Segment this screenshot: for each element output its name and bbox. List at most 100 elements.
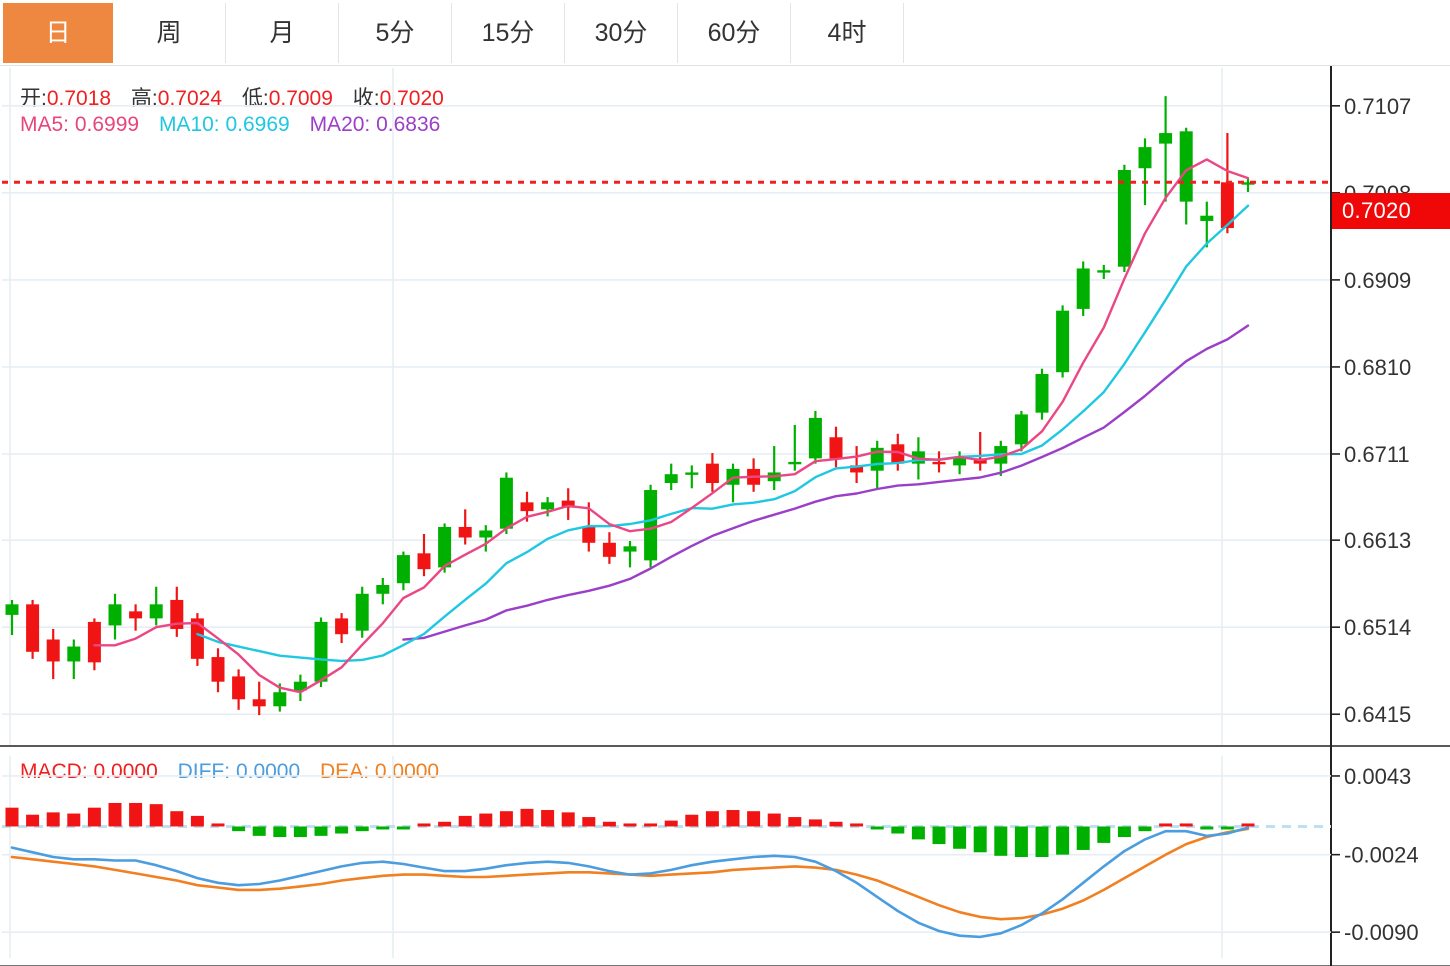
open-value: 0.7018: [46, 87, 112, 110]
macd-histogram-bar: [1179, 823, 1193, 827]
tab-month[interactable]: 月: [226, 3, 339, 63]
macd-label: MACD:: [20, 760, 88, 783]
macd-histogram-bar: [602, 821, 616, 827]
candle-body: [479, 530, 493, 538]
macd-histogram-bar: [190, 815, 204, 827]
tab-tf3[interactable]: 5分: [339, 3, 452, 63]
candle-body: [1179, 131, 1193, 202]
ohlc-legend: 开:0.7018 高:0.7024 低:0.7009 收:0.7020: [20, 82, 444, 112]
tab-tf5[interactable]: 30分: [565, 3, 678, 63]
ma5-value: 0.6999: [74, 113, 140, 136]
candle-body: [1056, 310, 1070, 373]
candle-body: [932, 461, 946, 465]
macd-histogram-bar: [726, 810, 740, 827]
price-axis-label: 0.6415: [1344, 702, 1411, 727]
price-axis-label: 0.6711: [1344, 442, 1410, 467]
macd-histogram-bar: [829, 821, 843, 827]
macd-histogram-bar: [170, 811, 184, 827]
candle-body: [1220, 182, 1234, 229]
candle-body: [26, 604, 40, 652]
candle-body: [541, 502, 555, 510]
dea-label: DEA:: [320, 760, 370, 783]
macd-histogram-bar: [87, 807, 101, 827]
macd-histogram-bar: [1159, 823, 1173, 827]
ma5-line: [93, 158, 1250, 694]
ma20-value: 0.6836: [376, 113, 441, 136]
macd-histogram-bar: [623, 823, 637, 827]
macd-histogram-bar: [891, 826, 905, 834]
candle-body: [5, 604, 19, 615]
macd-histogram-bar: [1014, 826, 1028, 857]
macd-histogram-bar: [850, 823, 864, 827]
candle-body: [1035, 373, 1049, 413]
macd-axis-label: -0.0024: [1344, 843, 1419, 868]
candle-body: [520, 502, 534, 512]
close-label: 收:: [352, 87, 380, 110]
macd-histogram-bar: [1056, 826, 1070, 855]
macd-histogram-bar: [273, 826, 287, 838]
candle-body: [190, 618, 204, 659]
close-value: 0.7020: [379, 87, 444, 110]
candle-body: [829, 437, 843, 459]
timeframe-tab-bar: 日周月 5分 15分 30分 60分 4时: [0, 0, 1450, 66]
candle-body: [355, 593, 369, 631]
chart-svg: 0.71070.70080.69090.68100.67110.66130.65…: [0, 66, 1450, 966]
macd-histogram-bar: [67, 813, 81, 827]
macd-histogram-bar: [788, 817, 802, 827]
macd-histogram-bar: [1138, 826, 1152, 832]
tab-tf4[interactable]: 15分: [452, 3, 565, 63]
tab-day[interactable]: 日: [3, 3, 113, 63]
ma20-line: [402, 324, 1250, 641]
macd-histogram-bar: [541, 810, 555, 827]
macd-histogram-bar: [26, 814, 40, 827]
diff-line: [10, 826, 1250, 939]
macd-histogram-bar: [1035, 826, 1049, 857]
ma10-value: 0.6969: [225, 113, 290, 136]
diff-label: DIFF:: [177, 760, 231, 783]
macd-histogram-bar: [293, 826, 307, 838]
macd-histogram-bar: [438, 821, 452, 827]
candle-body: [582, 526, 596, 543]
candle-body: [561, 500, 575, 508]
macd-axis-label: 0.0043: [1344, 764, 1411, 789]
macd-histogram-bar: [767, 813, 781, 827]
candle-body: [149, 604, 163, 619]
chart-area[interactable]: 0.71070.70080.69090.68100.67110.66130.65…: [0, 66, 1450, 966]
candle-body: [644, 490, 658, 561]
macd-histogram-bar: [705, 811, 719, 827]
macd-histogram-bar: [953, 826, 967, 849]
candle-body: [252, 699, 266, 707]
macd-histogram-bar: [458, 815, 472, 827]
candle-body: [1076, 268, 1090, 309]
tab-tf7[interactable]: 4时: [791, 3, 904, 63]
candle-body: [1138, 147, 1152, 169]
macd-histogram-bar: [1117, 826, 1131, 838]
macd-histogram-bar: [664, 820, 678, 827]
candle-body: [211, 657, 225, 682]
macd-histogram-bar: [5, 807, 19, 827]
macd-histogram-bar: [685, 814, 699, 827]
macd-histogram-bar: [520, 808, 534, 827]
macd-histogram-bar: [932, 826, 946, 845]
candle-body: [1014, 414, 1028, 445]
high-label: 高:: [130, 87, 158, 110]
macd-histogram-bar: [149, 804, 163, 827]
tab-tf6[interactable]: 60分: [678, 3, 791, 63]
macd-histogram-bar: [252, 826, 266, 836]
candle-body: [850, 465, 864, 473]
tab-week[interactable]: 周: [113, 3, 226, 63]
current-price-badge: 0.7020: [1332, 193, 1450, 229]
macd-histogram-bar: [1241, 823, 1255, 827]
ma20-label: MA20:: [309, 113, 371, 136]
diff-value: 0.0000: [235, 760, 301, 783]
macd-histogram-bar: [417, 823, 431, 827]
ma5-label: MA5:: [20, 113, 70, 136]
candle-body: [664, 474, 678, 483]
macd-histogram-bar: [1200, 826, 1214, 830]
macd-histogram-bar: [911, 826, 925, 840]
macd-histogram-bar: [46, 812, 60, 827]
macd-histogram-bar: [479, 813, 493, 827]
candle-body: [232, 676, 246, 700]
macd-histogram-bar: [1220, 826, 1234, 830]
candle-body: [376, 584, 390, 594]
